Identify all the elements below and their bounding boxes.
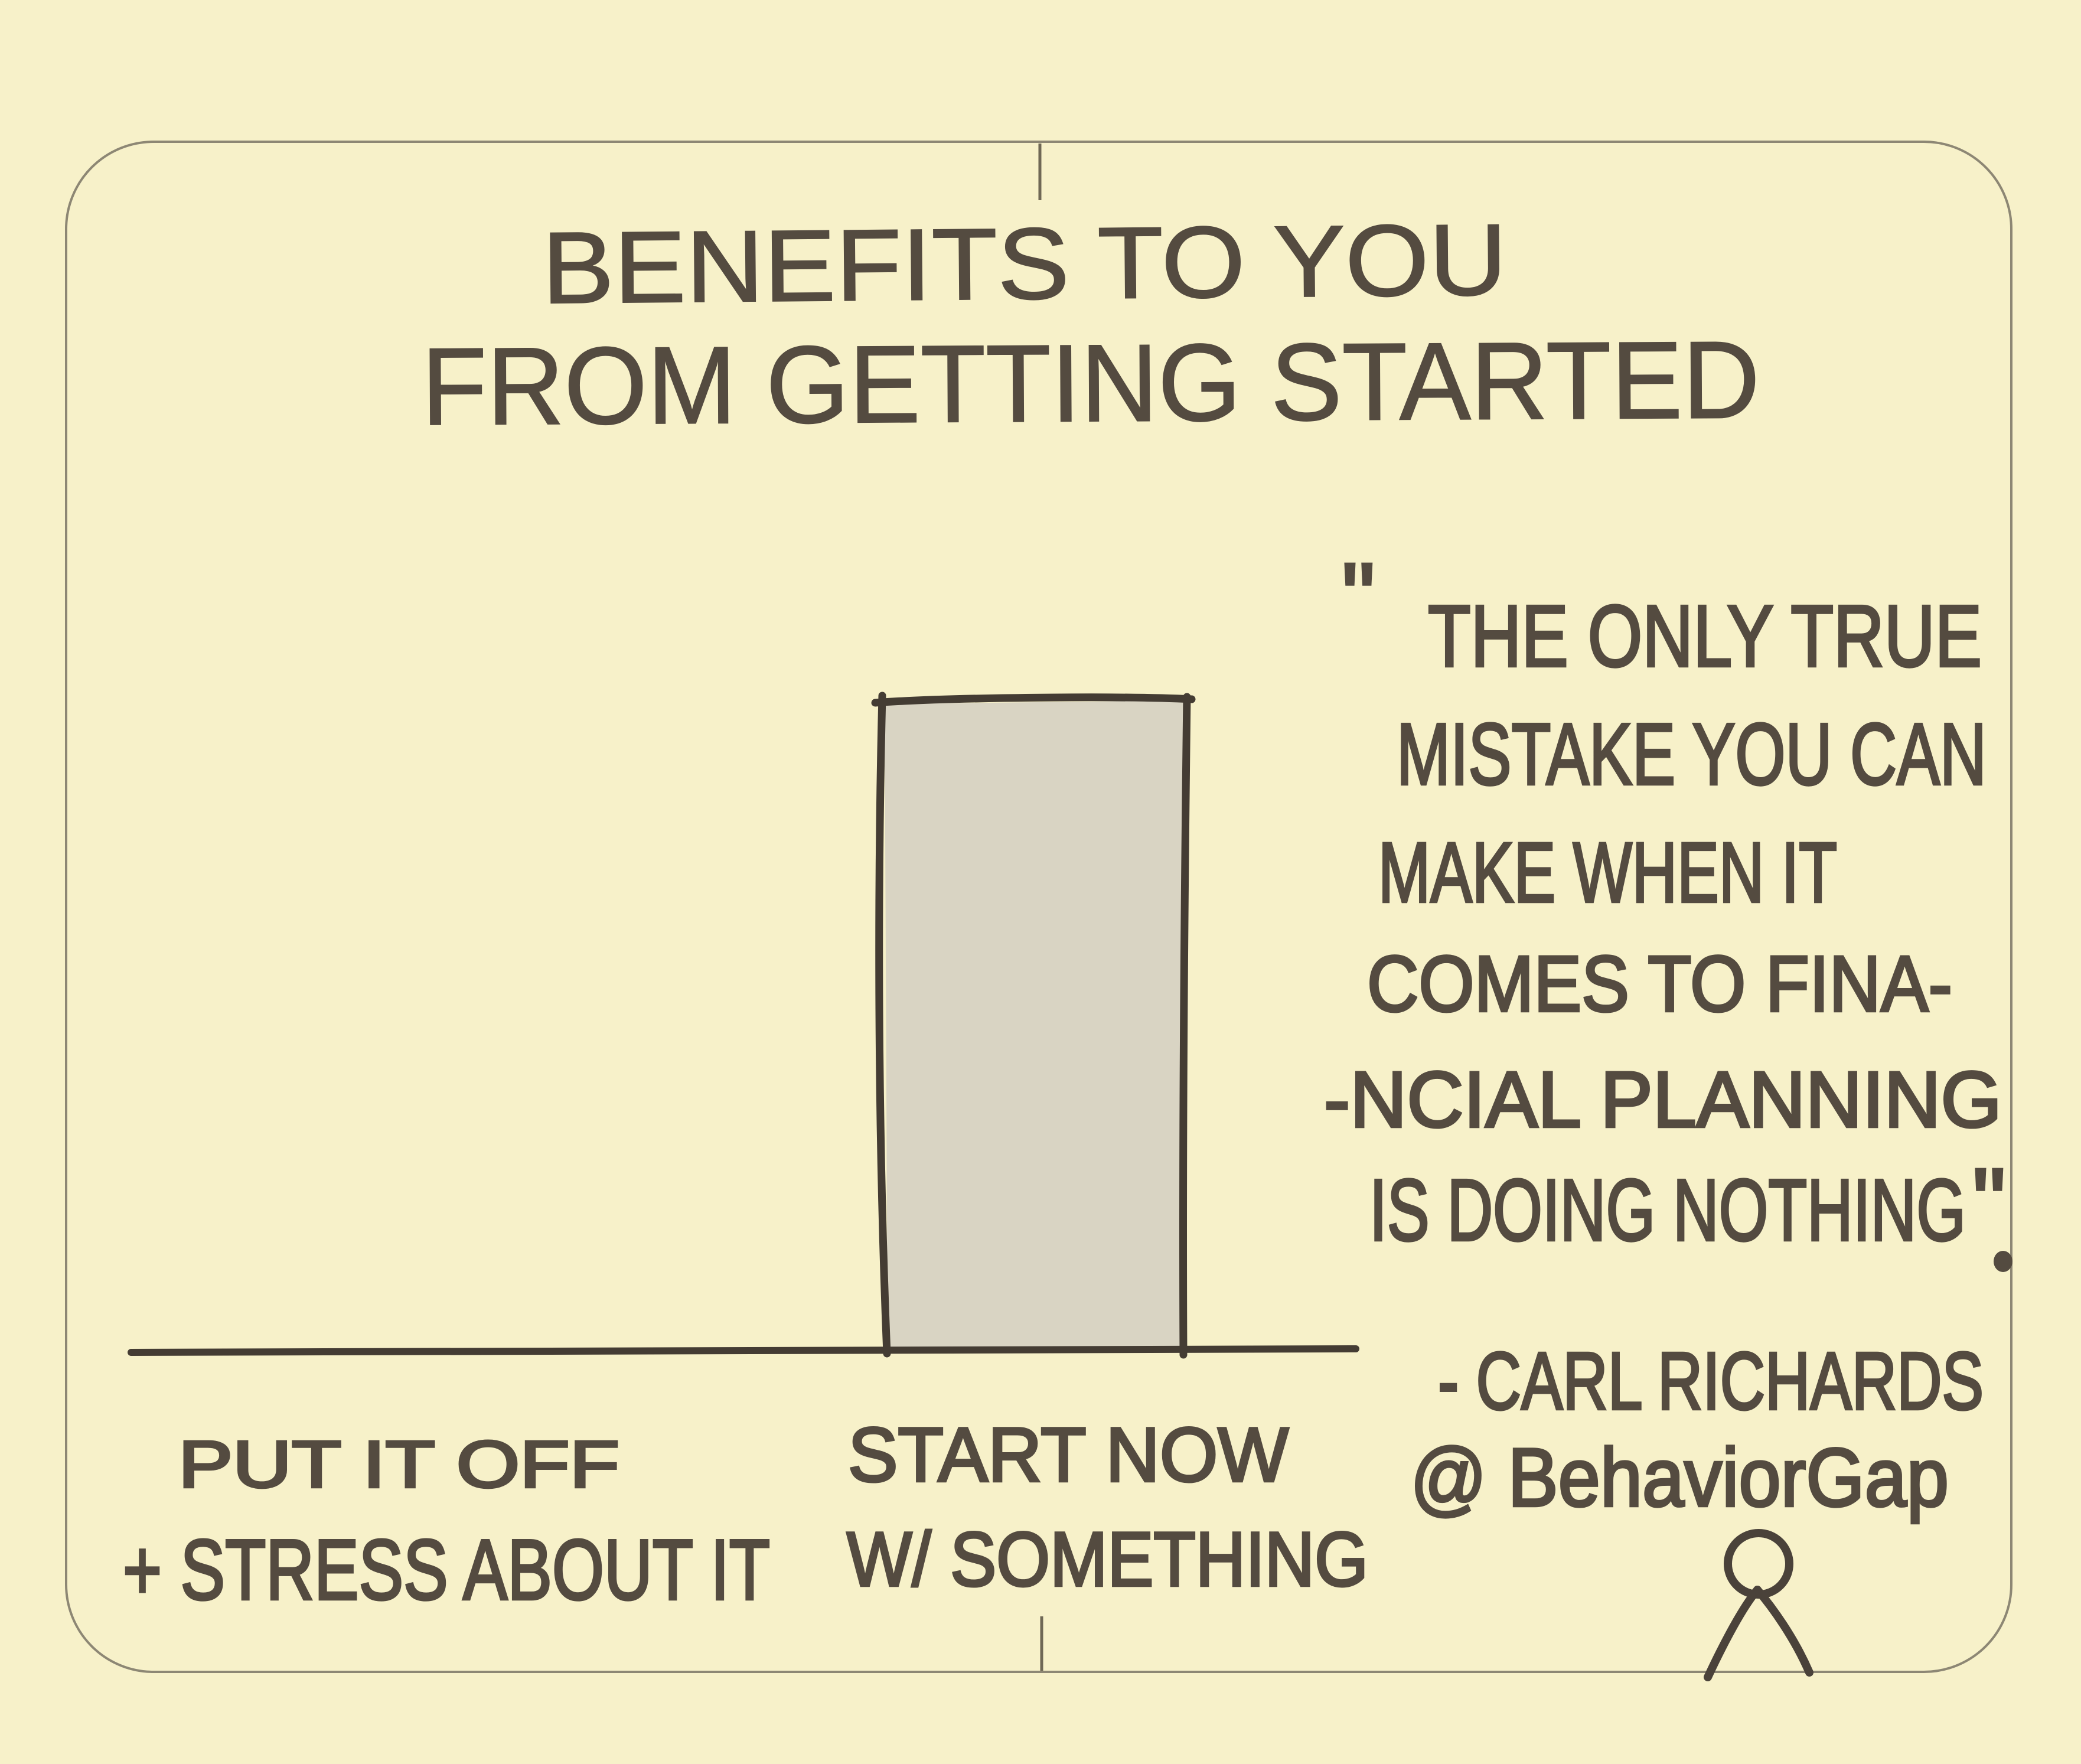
svg-text:+ STRESS ABOUT IT: + STRESS ABOUT IT (123, 1522, 770, 1618)
svg-text:-NCIAL PLANNING: -NCIAL PLANNING (1324, 1056, 2002, 1144)
svg-text:": " (1342, 543, 1375, 649)
svg-text:": " (1972, 1149, 2006, 1254)
svg-text:THE ONLY TRUE: THE ONLY TRUE (1428, 588, 1982, 685)
svg-text:START NOW: START NOW (848, 1411, 1289, 1498)
svg-text:PUT IT OFF: PUT IT OFF (178, 1427, 619, 1501)
svg-text:@ BehaviorGap: @ BehaviorGap (1410, 1431, 1949, 1524)
svg-text:BENEFITS TO YOU: BENEFITS TO YOU (542, 203, 1508, 325)
svg-text:W/ SOMETHING: W/ SOMETHING (847, 1516, 1368, 1602)
svg-text:MISTAKE YOU CAN: MISTAKE YOU CAN (1397, 706, 1987, 803)
svg-text:IS DOING NOTHING: IS DOING NOTHING (1369, 1162, 1966, 1259)
svg-text:COMES TO FINA-: COMES TO FINA- (1367, 940, 1952, 1028)
svg-text:MAKE WHEN IT: MAKE WHEN IT (1378, 825, 1837, 920)
svg-text:FROM GETTING STARTED: FROM GETTING STARTED (421, 319, 1760, 448)
svg-text:- CARL RICHARDS: - CARL RICHARDS (1438, 1336, 1984, 1427)
